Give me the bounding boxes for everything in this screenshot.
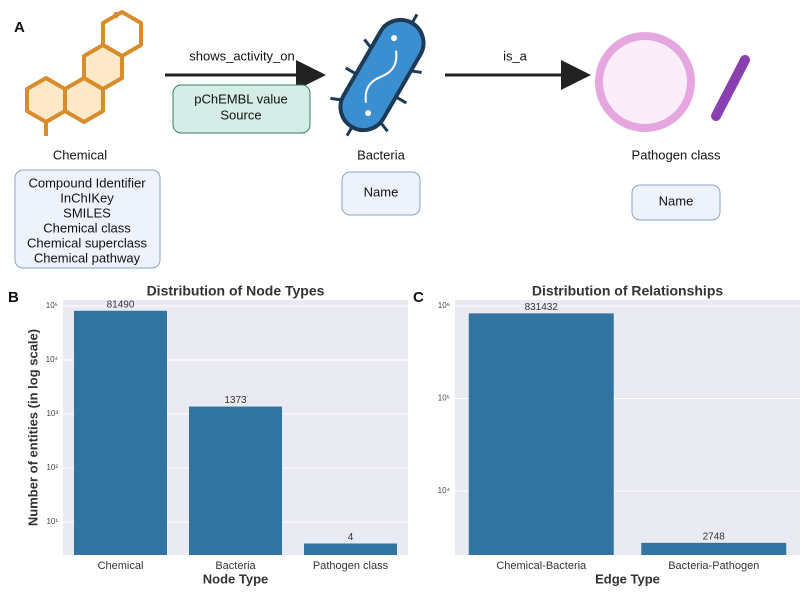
y-tick-label: 10⁴: [438, 486, 451, 495]
property-box: [631, 184, 721, 221]
property: Source: [220, 107, 261, 122]
value-label: 1373: [224, 395, 247, 406]
y-tick-label: 10⁵: [438, 394, 450, 403]
property: Chemical class: [43, 220, 131, 235]
pathogen-icon: [595, 32, 695, 132]
edge-label: shows_activity_on: [189, 48, 295, 63]
value-label: 831432: [525, 302, 559, 313]
property-box: [172, 84, 311, 134]
property: InChIKey: [60, 190, 114, 205]
y-tick-label: 10⁴: [46, 355, 59, 364]
y-tick-label: 10¹: [46, 517, 58, 526]
property: Name: [364, 184, 399, 199]
y-axis-label: Number of entities (in log scale): [25, 329, 40, 526]
property: Chemical superclass: [27, 235, 147, 250]
panel-label: A: [14, 19, 25, 36]
chart-title: Distribution of Relationships: [532, 283, 724, 299]
bar: [641, 542, 787, 555]
value-label: 4: [348, 532, 354, 543]
bar: [304, 543, 397, 555]
y-tick-label: 10²: [46, 463, 58, 472]
property: SMILES: [63, 205, 111, 220]
node-label: Chemical: [53, 147, 107, 162]
x-tick-label: Chemical: [98, 560, 144, 572]
x-tick-label: Pathogen class: [313, 560, 389, 572]
chart-title: Distribution of Node Types: [147, 283, 325, 299]
y-tick-label: 10⁵: [46, 301, 58, 310]
property-box: [341, 171, 421, 216]
node-label: Pathogen class: [632, 147, 721, 162]
x-axis-label: Edge Type: [595, 571, 660, 586]
x-tick-label: Chemical-Bacteria: [496, 560, 587, 572]
value-label: 2748: [703, 531, 726, 542]
property: Compound Identifier: [28, 175, 146, 190]
node-label: Bacteria: [357, 147, 405, 162]
edge-label: is_a: [503, 48, 528, 63]
bar: [74, 310, 167, 555]
x-axis-label: Node Type: [203, 571, 269, 586]
bacteria-icon: [330, 13, 426, 137]
bar: [189, 406, 282, 555]
pathogen-icon: [711, 55, 750, 121]
bar: [468, 313, 614, 555]
y-tick-label: 10⁶: [438, 301, 450, 310]
panel-label: B: [8, 289, 19, 306]
chemical-icon: [25, 10, 143, 136]
y-tick-label: 10³: [46, 409, 58, 418]
x-tick-label: Bacteria: [215, 560, 256, 572]
panel-label: C: [413, 289, 424, 306]
property-box: [14, 169, 161, 269]
property: pChEMBL value: [194, 91, 287, 106]
value-label: 81490: [107, 299, 135, 310]
property: Chemical pathway: [34, 250, 141, 265]
x-tick-label: Bacteria-Pathogen: [668, 560, 759, 572]
property: Name: [659, 193, 694, 208]
